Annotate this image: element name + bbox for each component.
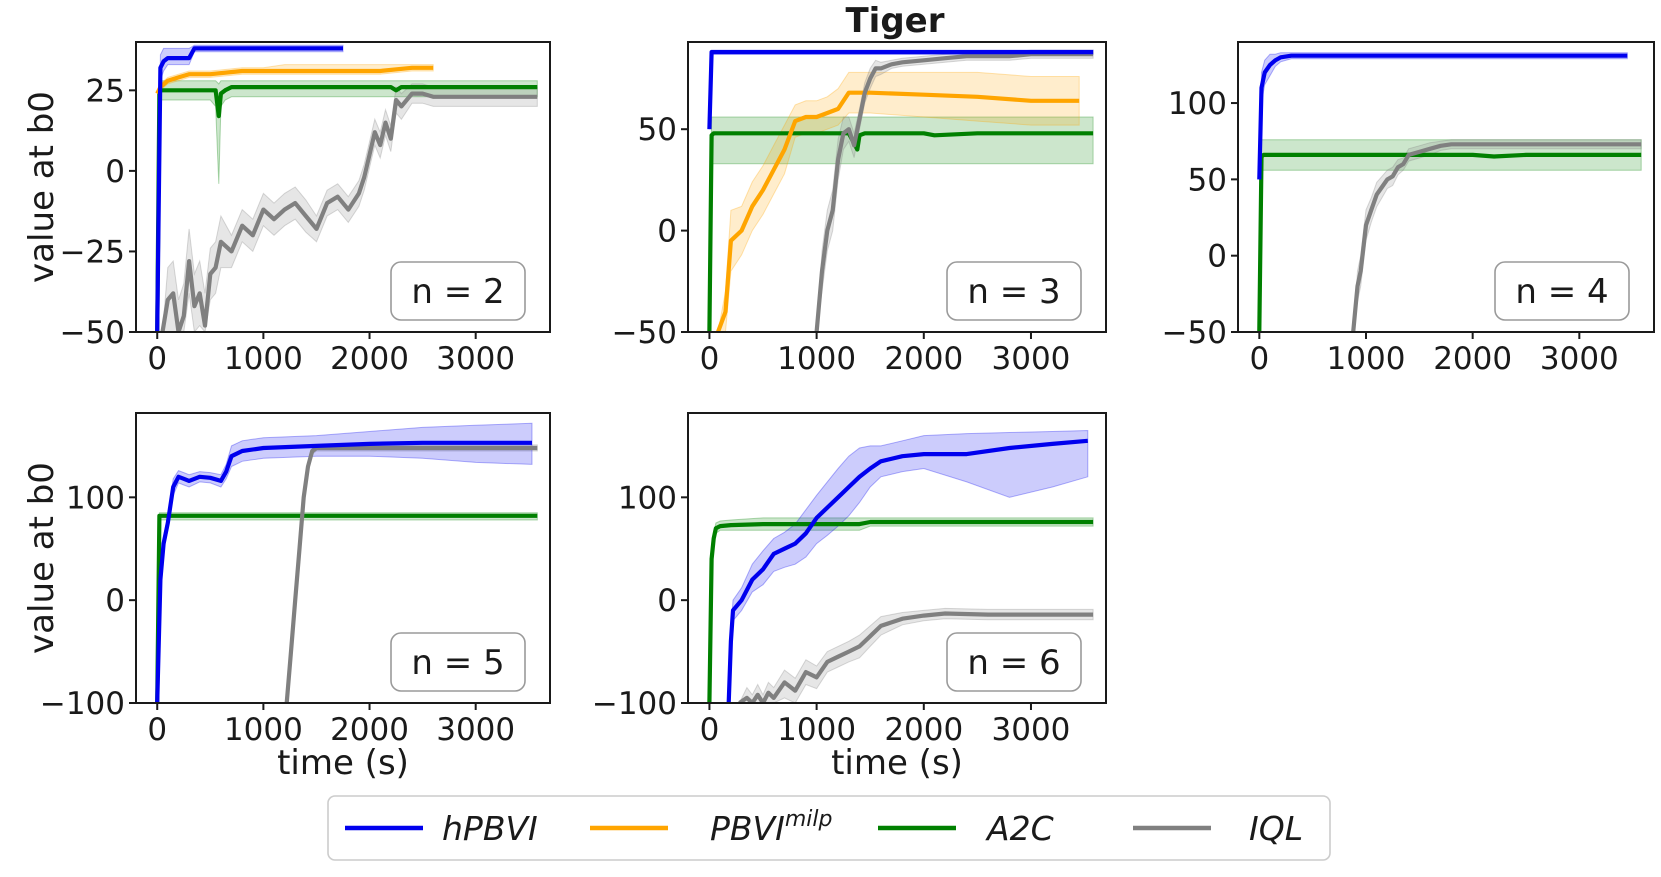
axes-frame [1237,41,1655,333]
x-tick-label: 3000 [992,341,1071,377]
y-tick-label: −100 [40,686,125,722]
x-tick-label: 2000 [330,712,409,748]
panel-2: 0 1000 2000 3000 −50 0 50 n = 3 [612,41,1107,377]
y-tick-label: −50 [1162,315,1227,351]
series-line-IQL [284,445,538,703]
axes-frame [135,41,551,333]
x-tick-label: 3000 [436,341,515,377]
y-tick-label: 0 [1207,239,1227,275]
x-tick-label: 2000 [330,341,409,377]
series-line-IQL [160,91,538,332]
figure-title: Tiger [845,1,944,41]
y-tick-label: −50 [60,315,125,351]
y-tick-label: −25 [60,234,125,270]
x-axis-label: time (s) [831,743,963,783]
panel-5: 0 1000 2000 3000 −100 0 100 time (s) n = 6 [592,412,1107,783]
series-line-PBVI_milp [716,90,1080,332]
x-tick-label: 1000 [224,712,303,748]
panel-annotation: n = 2 [411,272,504,312]
y-tick-label: 50 [638,112,677,148]
panel-annotation-box [1494,261,1630,321]
series-line-A2C [1257,152,1642,332]
panel-annotation: n = 3 [967,272,1060,312]
x-tick-label: 0 [700,712,720,748]
x-tick-label: 3000 [436,712,515,748]
legend-box [327,795,1331,861]
x-tick-label: 1000 [1327,341,1406,377]
panel-annotation-box [390,261,526,321]
x-tick-label: 3000 [992,712,1071,748]
series-line-hPBVI [155,46,343,332]
y-tick-label: 25 [86,73,125,109]
plot-area [155,44,538,332]
legend-label: IQL [1249,809,1303,848]
plot-area [707,49,1094,332]
x-tick-label: 2000 [884,712,963,748]
legend-label: A2C [985,809,1054,848]
y-tick-label: −50 [612,315,677,351]
series-line-A2C [707,519,1094,703]
x-tick-label: 0 [147,712,167,748]
x-tick-label: 0 [700,341,720,377]
series-line-A2C [707,131,1094,332]
x-tick-label: 1000 [777,712,856,748]
legend: hPBVI PBVImilp A2C IQL [327,795,1331,861]
axes-frame [687,41,1107,333]
y-tick-label: 100 [618,480,677,516]
panel-1: 0 1000 2000 3000 −50 −25 0 25 value at b0 n = 2 [22,41,551,377]
y-tick-label: 0 [105,154,125,190]
x-tick-label: 2000 [1433,341,1512,377]
panel-annotation-box [390,632,526,692]
legend-item-IQL: IQL [1133,809,1303,848]
axes-frame [687,412,1107,704]
y-tick-label: 0 [657,583,677,619]
plot-area [707,429,1094,703]
x-tick-label: 1000 [777,341,856,377]
x-tick-label: 0 [1249,341,1269,377]
x-tick-label: 0 [147,341,167,377]
y-axis-label: value at b0 [22,462,62,654]
panel-annotation-box [946,632,1082,692]
x-tick-label: 1000 [224,341,303,377]
band-A2C [708,116,1094,332]
plot-area [155,422,538,703]
y-tick-label: 100 [66,480,125,516]
x-tick-label: 3000 [1540,341,1619,377]
series-line-hPBVI [1257,53,1628,180]
series-line-IQL [1351,142,1642,332]
axes-frame [135,412,551,704]
series-line-IQL [738,611,1094,703]
series-line-PBVI_milp [155,65,434,95]
x-axis-label: time (s) [277,743,409,783]
band-hPBVI [728,429,1089,703]
y-tick-label: 100 [1168,86,1227,122]
y-tick-label: 0 [105,583,125,619]
y-tick-label: −100 [592,686,677,722]
y-axis-label: value at b0 [22,91,62,283]
series-line-hPBVI [726,438,1088,703]
panel-annotation: n = 4 [1515,272,1608,312]
legend-label: hPBVI [442,809,538,848]
panel-3: 0 1000 2000 3000 −50 0 50 100 n = 4 [1162,41,1655,377]
series-line-hPBVI [155,440,532,703]
y-tick-label: 50 [1188,162,1227,198]
plot-area [1257,52,1642,332]
panel-annotation-box [946,261,1082,321]
series-line-IQL [814,52,1094,332]
panel-annotation: n = 6 [967,643,1060,683]
series-line-hPBVI [707,49,1094,130]
series-line-A2C [155,513,538,703]
y-tick-label: 0 [657,214,677,250]
series-line-A2C [155,84,538,332]
legend-item-A2C: A2C [878,809,1054,848]
x-tick-label: 2000 [884,341,963,377]
panel-annotation: n = 5 [411,643,504,683]
legend-item-hPBVI: hPBVI [345,809,538,848]
